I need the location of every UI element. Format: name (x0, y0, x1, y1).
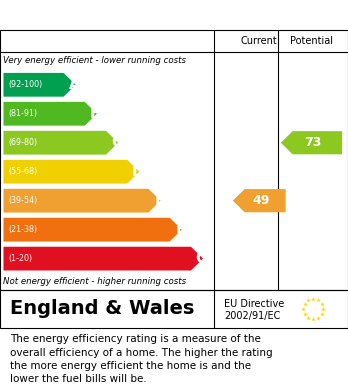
Text: C: C (111, 135, 122, 150)
Text: The energy efficiency rating is a measure of the
overall efficiency of a home. T: The energy efficiency rating is a measur… (10, 334, 273, 384)
Text: (92-100): (92-100) (9, 80, 43, 89)
Text: (69-80): (69-80) (9, 138, 38, 147)
Text: B: B (90, 106, 102, 121)
Text: F: F (175, 222, 186, 237)
Text: EU Directive: EU Directive (224, 300, 285, 309)
Polygon shape (3, 131, 118, 154)
Polygon shape (3, 189, 160, 213)
Text: (55-68): (55-68) (9, 167, 38, 176)
Polygon shape (281, 131, 342, 154)
Text: 49: 49 (252, 194, 270, 207)
Polygon shape (3, 160, 139, 184)
Text: England & Wales: England & Wales (10, 300, 195, 319)
Text: G: G (196, 251, 208, 266)
Text: Energy Efficiency Rating: Energy Efficiency Rating (10, 6, 239, 24)
Text: (1-20): (1-20) (9, 254, 33, 263)
Text: 73: 73 (304, 136, 322, 149)
Text: Not energy efficient - higher running costs: Not energy efficient - higher running co… (3, 277, 187, 286)
Text: (81-91): (81-91) (9, 109, 38, 118)
Text: (21-38): (21-38) (9, 225, 38, 234)
Polygon shape (3, 218, 182, 242)
Text: Current: Current (241, 36, 278, 46)
Polygon shape (3, 102, 97, 126)
Text: Very energy efficient - lower running costs: Very energy efficient - lower running co… (3, 56, 187, 65)
Text: Potential: Potential (290, 36, 333, 46)
Text: D: D (132, 164, 144, 179)
Polygon shape (3, 73, 76, 97)
Polygon shape (233, 189, 286, 212)
Text: E: E (154, 193, 165, 208)
Text: (39-54): (39-54) (9, 196, 38, 205)
Polygon shape (3, 247, 203, 271)
Text: 2002/91/EC: 2002/91/EC (224, 311, 281, 321)
Text: A: A (69, 77, 80, 92)
